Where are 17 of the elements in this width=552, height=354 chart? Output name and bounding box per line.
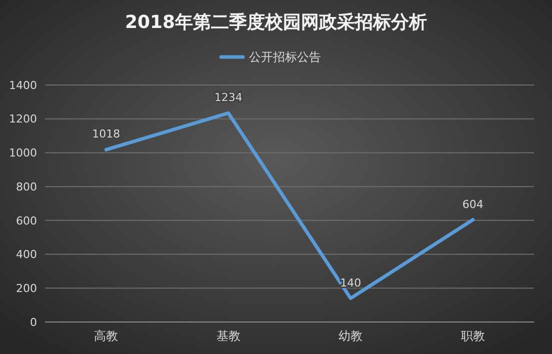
x-tick-label: 幼教 bbox=[338, 329, 363, 343]
legend-label: 公开招标公告 bbox=[249, 50, 321, 64]
x-tick-label: 高教 bbox=[94, 329, 118, 343]
y-tick-label: 1200 bbox=[9, 112, 37, 126]
y-tick-label: 1400 bbox=[9, 78, 37, 92]
chart-title: 2018年第二季度校园网政采招标分析 bbox=[124, 12, 428, 33]
y-tick-label: 400 bbox=[16, 248, 37, 262]
data-label: 1018 bbox=[92, 128, 120, 141]
x-tick-label: 职教 bbox=[460, 329, 485, 343]
y-tick-label: 600 bbox=[16, 214, 37, 228]
data-label: 1234 bbox=[214, 91, 242, 104]
y-tick-label: 1000 bbox=[9, 146, 37, 160]
data-label: 604 bbox=[462, 198, 484, 211]
y-tick-label: 0 bbox=[30, 316, 37, 329]
x-tick-label: 基教 bbox=[216, 329, 240, 343]
y-tick-label: 200 bbox=[16, 282, 37, 295]
y-tick-label: 800 bbox=[16, 180, 37, 194]
